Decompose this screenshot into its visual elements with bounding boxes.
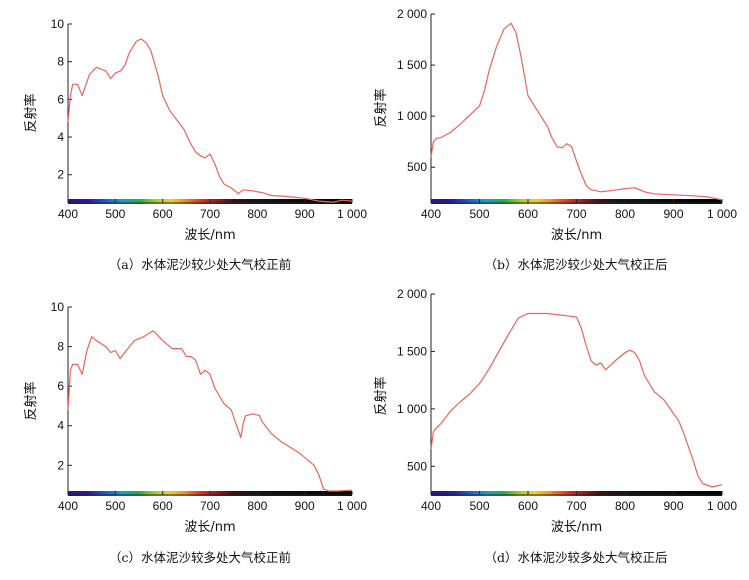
y-tick-label: 1 500	[397, 58, 427, 72]
x-tick-label: 700	[200, 207, 220, 221]
y-tick-label: 1 500	[397, 344, 427, 358]
x-tick-label: 800	[615, 499, 635, 513]
x-tick-label: 800	[615, 207, 635, 221]
y-tick-label: 2	[57, 458, 64, 472]
x-tick-label: 1 000	[337, 499, 367, 513]
y-tick-label: 10	[51, 17, 65, 31]
x-tick-label: 400	[421, 499, 441, 513]
panel-caption: （c）水体泥沙较多处大气校正前	[109, 550, 291, 565]
x-tick-label: 700	[200, 499, 220, 513]
x-tick-label: 700	[566, 207, 586, 221]
x-tick-label: 500	[105, 207, 125, 221]
x-tick-label: 900	[295, 499, 315, 513]
y-axis-label: 反射率	[23, 93, 39, 132]
reflectance-line	[67, 38, 353, 203]
x-tick-label: 800	[247, 499, 267, 513]
y-axis-label: 反射率	[373, 88, 389, 127]
y-tick-label: 6	[57, 379, 64, 393]
reflectance-line	[67, 330, 353, 492]
y-tick-label: 1 000	[397, 109, 427, 123]
x-axis-label: 波长/nm	[184, 228, 235, 243]
panel-caption: （a）水体泥沙较少处大气校正前	[109, 257, 291, 272]
y-tick-label: 8	[57, 340, 64, 354]
x-tick-label: 700	[566, 499, 586, 513]
x-tick-label: 900	[663, 207, 683, 221]
panel-caption: （d）水体泥沙较多处大气校正后	[484, 550, 667, 565]
reflectance-line	[430, 22, 723, 201]
y-tick-label: 500	[407, 459, 427, 473]
x-tick-label: 1 000	[337, 207, 367, 221]
x-tick-label: 400	[421, 207, 441, 221]
x-tick-label: 900	[663, 499, 683, 513]
panel-caption: （b）水体泥沙较少处大气校正后	[484, 257, 667, 272]
chart-panel-d: 400 500 600 700 800 900 1 000 500 1 000 1 500 2 00…	[373, 287, 737, 565]
x-tick-label: 1 000	[707, 207, 737, 221]
y-axis-label: 反射率	[373, 376, 389, 415]
x-tick-label: 400	[58, 207, 78, 221]
x-tick-label: 400	[58, 499, 78, 513]
y-axis-label: 反射率	[23, 381, 39, 420]
y-tick-label: 6	[57, 92, 64, 106]
y-tick-label: 8	[57, 55, 64, 69]
reflectance-line	[430, 312, 723, 488]
y-tick-label: 1 000	[397, 402, 427, 416]
x-axis-label: 波长/nm	[551, 228, 602, 243]
x-tick-label: 600	[518, 499, 538, 513]
x-tick-label: 1 000	[707, 499, 737, 513]
y-tick-label: 2 000	[397, 287, 427, 301]
x-tick-label: 800	[247, 207, 267, 221]
x-tick-label: 900	[295, 207, 315, 221]
x-tick-label: 600	[518, 207, 538, 221]
y-tick-label: 2 000	[397, 7, 427, 21]
x-axis-label: 波长/nm	[551, 520, 602, 535]
x-axis-label: 波长/nm	[184, 520, 235, 535]
x-tick-label: 500	[469, 207, 489, 221]
y-tick-label: 4	[57, 419, 64, 433]
y-tick-label: 500	[407, 160, 427, 174]
x-tick-label: 500	[469, 499, 489, 513]
x-tick-label: 600	[153, 207, 173, 221]
y-tick-label: 2	[57, 168, 64, 182]
x-tick-label: 600	[153, 499, 173, 513]
x-tick-label: 500	[105, 499, 125, 513]
y-tick-label: 10	[51, 300, 65, 314]
chart-panel-b: 400 500 600 700 800 900 1 000 500 1 000 1 500 2 00…	[373, 7, 737, 272]
y-tick-label: 4	[57, 130, 64, 144]
